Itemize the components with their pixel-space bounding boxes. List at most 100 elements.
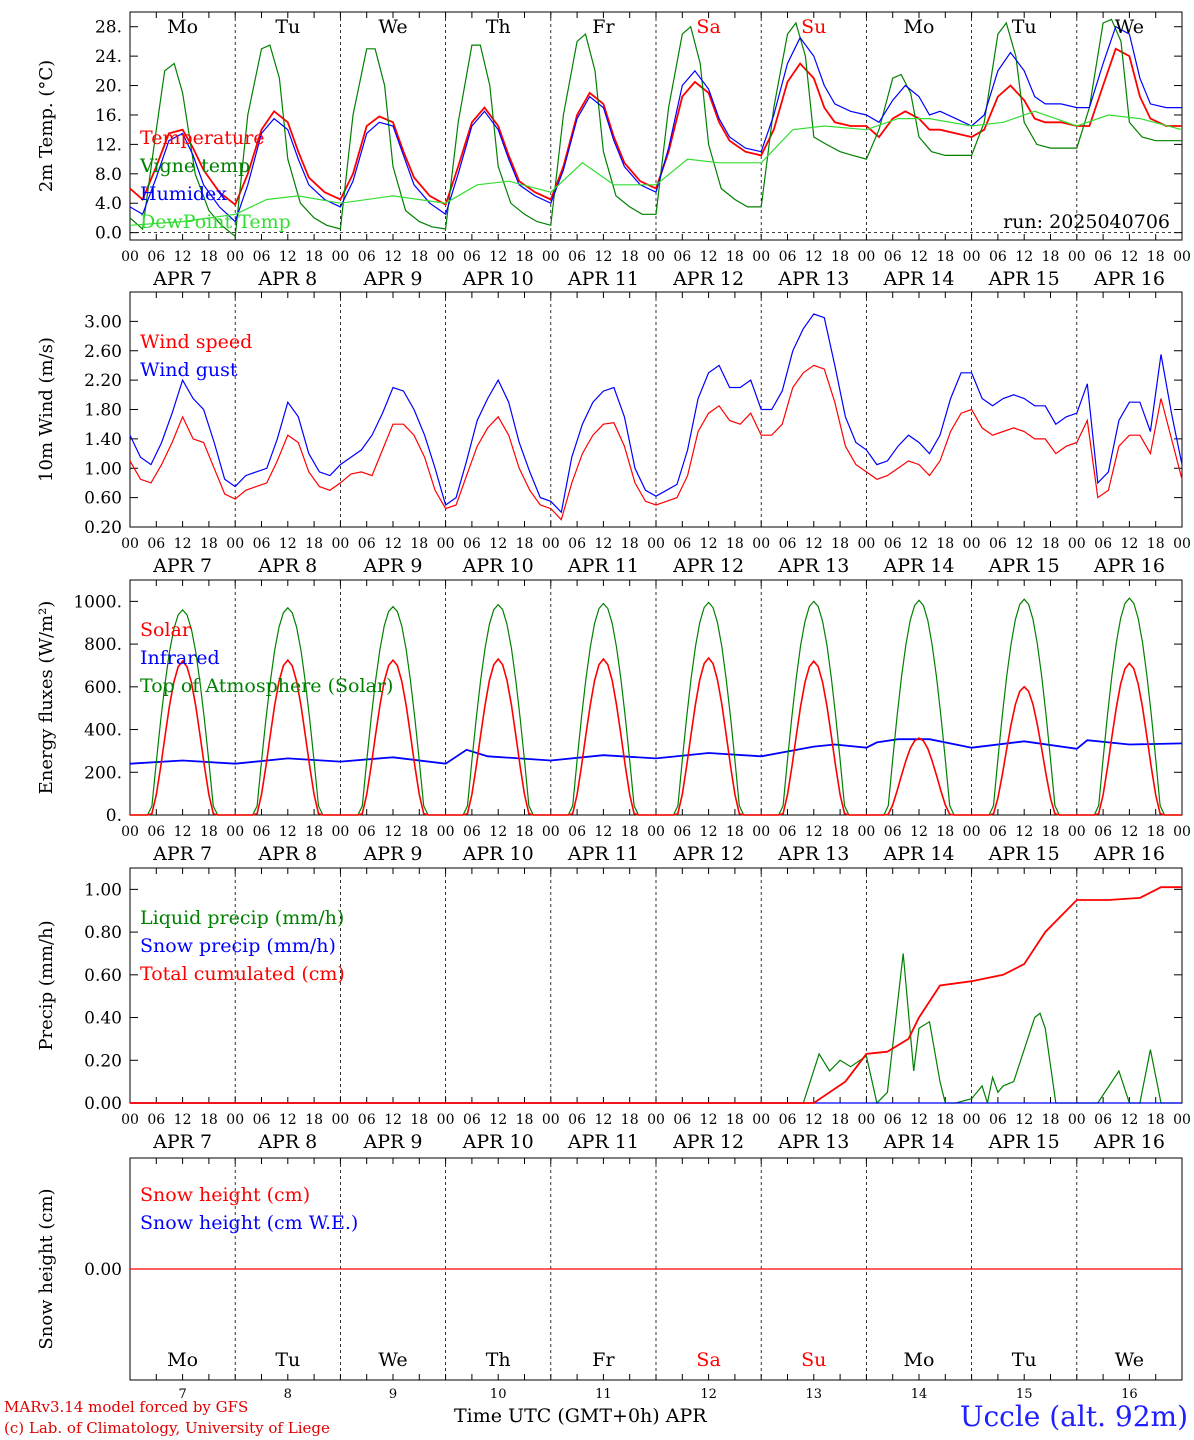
legend-entry: Humidex <box>140 183 227 205</box>
day-name: Fr <box>592 16 615 38</box>
hour-label: 12 <box>594 1112 612 1128</box>
hour-label: 06 <box>1094 249 1112 265</box>
hour-label: 18 <box>936 249 954 265</box>
y-tick-label: 1000. <box>73 592 122 612</box>
hour-label: 00 <box>331 1112 349 1128</box>
hour-label: 00 <box>121 1112 139 1128</box>
date-label: APR 10 <box>462 1131 534 1153</box>
date-label: APR 10 <box>462 555 534 577</box>
hour-label: 06 <box>568 536 586 552</box>
date-label: APR 7 <box>152 555 212 577</box>
y-tick-label: 0. <box>106 806 122 826</box>
hour-label: 06 <box>358 824 376 840</box>
date-label: APR 15 <box>988 268 1060 290</box>
hour-label: 18 <box>516 824 534 840</box>
hour-label: 18 <box>516 249 534 265</box>
hour-label: 00 <box>437 1112 455 1128</box>
y-tick-label: 0.80 <box>84 923 122 943</box>
hour-label: 12 <box>174 824 192 840</box>
date-label: APR 8 <box>257 268 317 290</box>
hour-label: 12 <box>174 1112 192 1128</box>
hour-label: 18 <box>726 1112 744 1128</box>
date-label: APR 16 <box>1093 268 1165 290</box>
hour-label: 00 <box>1068 1112 1086 1128</box>
y-tick-label: 0.20 <box>84 1051 122 1071</box>
date-label: APR 16 <box>1093 1131 1165 1153</box>
y-tick-label: 0.20 <box>84 518 122 538</box>
hour-label: 00 <box>963 249 981 265</box>
hour-label: 00 <box>331 824 349 840</box>
y-tick-label: 0.00 <box>84 1260 122 1280</box>
hour-label: 12 <box>489 536 507 552</box>
hour-label: 06 <box>463 1112 481 1128</box>
y-axis-label: Energy fluxes (W/m²) <box>36 601 57 795</box>
y-tick-label: 800. <box>84 635 122 655</box>
hour-label: 18 <box>1147 536 1165 552</box>
legend-entry: Total cumulated (cm) <box>140 963 345 985</box>
date-label: APR 9 <box>363 843 423 865</box>
hour-label: 18 <box>936 536 954 552</box>
hour-label: 12 <box>279 249 297 265</box>
copyright-credit: (c) Lab. of Climatology, University of L… <box>4 1419 330 1437</box>
legend-entry: Wind gust <box>140 359 238 381</box>
y-tick-label: 3.00 <box>84 312 122 332</box>
y-tick-label: 2.60 <box>84 342 122 362</box>
date-label: APR 12 <box>672 1131 744 1153</box>
y-tick-label: 1.80 <box>84 401 122 421</box>
hour-label: 06 <box>1094 1112 1112 1128</box>
hour-label: 18 <box>1042 249 1060 265</box>
legend-entry: Top of Atmosphere (Solar) <box>140 675 393 697</box>
hour-label: 18 <box>410 1112 428 1128</box>
hour-label: 00 <box>752 536 770 552</box>
hour-label: 12 <box>1015 824 1033 840</box>
date-label: APR 7 <box>152 268 212 290</box>
date-label: APR 9 <box>363 555 423 577</box>
hour-label: 18 <box>936 1112 954 1128</box>
hour-label: 12 <box>1120 1112 1138 1128</box>
hour-label: 06 <box>463 824 481 840</box>
hour-label: 00 <box>1173 824 1191 840</box>
hour-label: 12 <box>700 1112 718 1128</box>
date-label: APR 12 <box>672 268 744 290</box>
hour-label: 00 <box>121 249 139 265</box>
date-label: APR 13 <box>777 268 849 290</box>
hour-label: 06 <box>884 249 902 265</box>
series-line <box>129 18 1182 238</box>
date-label: APR 12 <box>672 555 744 577</box>
y-tick-label: 0.60 <box>84 966 122 986</box>
legend-entry: Snow height (cm W.E.) <box>140 1212 358 1234</box>
hour-label: 06 <box>358 536 376 552</box>
hour-label: 06 <box>463 536 481 552</box>
day-name: We <box>1115 1349 1144 1371</box>
hour-label: 12 <box>489 249 507 265</box>
y-axis-label: 10m Wind (m/s) <box>36 337 57 482</box>
series-line <box>129 364 1183 521</box>
hour-label: 06 <box>147 1112 165 1128</box>
hour-label: 18 <box>726 536 744 552</box>
hour-label: 06 <box>673 249 691 265</box>
y-tick-label: 24. <box>95 47 122 67</box>
hour-label: 06 <box>779 249 797 265</box>
date-label: APR 15 <box>988 843 1060 865</box>
series-line <box>129 313 1183 514</box>
bottom-date-label: 16 <box>1121 1387 1138 1402</box>
day-name: Fr <box>592 1349 615 1371</box>
hour-label: 12 <box>1015 249 1033 265</box>
hour-label: 06 <box>147 536 165 552</box>
hour-label: 06 <box>253 824 271 840</box>
hour-label: 18 <box>200 1112 218 1128</box>
series-line <box>129 110 1183 226</box>
hour-label: 12 <box>594 249 612 265</box>
hour-label: 00 <box>542 824 560 840</box>
date-label: APR 14 <box>882 843 954 865</box>
hour-label: 00 <box>226 1112 244 1128</box>
hour-label: 18 <box>1147 1112 1165 1128</box>
hour-label: 12 <box>594 824 612 840</box>
hour-label: 12 <box>174 536 192 552</box>
date-label: APR 11 <box>567 843 639 865</box>
y-axis-label: Precip (mm/h) <box>36 920 57 1050</box>
hour-label: 00 <box>121 824 139 840</box>
hour-label: 18 <box>831 1112 849 1128</box>
hour-label: 00 <box>542 1112 560 1128</box>
